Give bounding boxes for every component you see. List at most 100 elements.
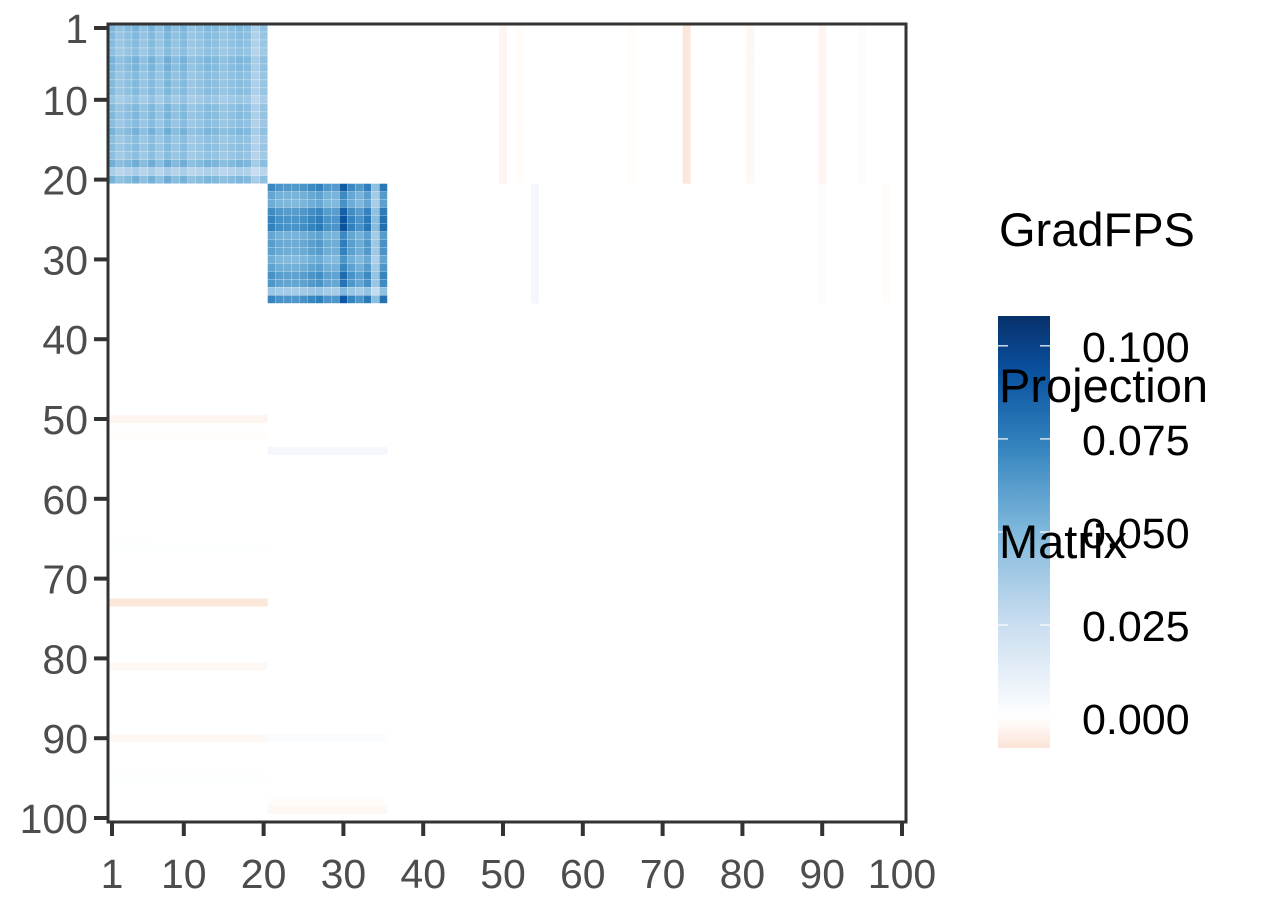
heatmap-cell	[626, 95, 635, 104]
heatmap-cell	[219, 662, 228, 671]
heatmap-cell	[331, 231, 340, 240]
heatmap-cell	[355, 279, 364, 288]
heatmap-cell	[171, 598, 180, 607]
heatmap-cell	[283, 183, 292, 192]
heatmap-cell	[882, 183, 891, 192]
heatmap-cell	[123, 598, 132, 607]
heatmap-cell	[163, 774, 172, 783]
heatmap-cell	[371, 295, 380, 304]
heatmap-cell	[203, 127, 213, 137]
heatmap-cell	[323, 446, 332, 455]
heatmap-cell	[235, 167, 244, 176]
heatmap-cell	[339, 446, 348, 455]
heatmap-cell	[131, 79, 141, 89]
heatmap-cell	[514, 151, 523, 160]
heatmap-cell	[115, 175, 125, 184]
heatmap-cell	[499, 159, 508, 168]
heatmap-cell	[155, 127, 165, 137]
heatmap-cell	[131, 143, 141, 152]
heatmap-cell	[323, 183, 332, 192]
heatmap-cell	[371, 223, 380, 232]
heatmap-cell	[499, 71, 508, 80]
heatmap-cell	[299, 271, 308, 280]
heatmap-cell	[530, 279, 539, 288]
y-tick-label: 10	[42, 78, 88, 124]
heatmap-cell	[291, 263, 300, 272]
heatmap-cell	[818, 247, 827, 256]
heatmap-cell	[163, 167, 173, 176]
heatmap-cell	[363, 806, 372, 815]
heatmap-cell	[626, 87, 635, 96]
heatmap-cell	[195, 151, 205, 160]
heatmap-cell	[363, 734, 372, 743]
heatmap-cell	[818, 95, 827, 104]
heatmap-cell	[858, 31, 867, 40]
heatmap-cell	[171, 71, 181, 81]
heatmap-cell	[211, 159, 221, 168]
heatmap-cell	[131, 542, 140, 551]
heatmap-cell	[682, 31, 691, 40]
heatmap-cell	[347, 223, 356, 232]
heatmap-cell	[123, 415, 132, 424]
heatmap-cell	[211, 143, 221, 152]
heatmap-cell	[363, 231, 372, 240]
heatmap-cell	[682, 167, 691, 176]
heatmap-cell	[171, 774, 180, 783]
heatmap-cell	[227, 111, 236, 121]
heatmap-cell	[108, 734, 116, 743]
heatmap-cell	[179, 39, 189, 49]
heatmap-cell	[882, 191, 891, 200]
heatmap-cell	[123, 71, 133, 81]
heatmap-cell	[323, 798, 332, 807]
heatmap-cell	[203, 167, 213, 176]
heatmap-cell	[139, 87, 149, 97]
heatmap-cell	[818, 191, 827, 200]
heatmap-cell	[243, 135, 252, 145]
heatmap-cell	[211, 127, 221, 137]
heatmap-cell	[211, 135, 221, 145]
heatmap-cell	[858, 159, 867, 168]
heatmap-cell	[243, 87, 252, 97]
heatmap-cell	[530, 255, 539, 264]
heatmap-cell	[108, 774, 116, 783]
heatmap-cell	[379, 806, 388, 815]
heatmap-cell	[227, 95, 236, 105]
heatmap-cell	[379, 215, 388, 224]
heatmap-cell	[499, 143, 508, 152]
heatmap-cell	[108, 415, 116, 424]
heatmap-cell	[499, 79, 508, 88]
heatmap-cell	[371, 215, 380, 224]
heatmap-cell	[195, 135, 205, 145]
heatmap-cell	[179, 95, 189, 105]
heatmap-cell	[259, 734, 268, 743]
heatmap-cell	[299, 199, 308, 208]
heatmap-cell	[123, 143, 133, 152]
heatmap-cell	[267, 287, 276, 296]
heatmap-cell	[115, 415, 124, 424]
heatmap-cell	[243, 55, 252, 65]
heatmap-cell	[275, 446, 284, 455]
heatmap-cell	[530, 191, 539, 200]
heatmap-cell	[139, 119, 149, 129]
heatmap-cell	[187, 135, 197, 145]
heatmap-cell	[219, 135, 229, 145]
heatmap-cell	[275, 279, 284, 288]
heatmap-cell	[219, 415, 228, 424]
heatmap-cell	[147, 63, 157, 73]
heatmap-cell	[155, 415, 164, 424]
heatmap-cell	[682, 135, 691, 144]
heatmap-cell	[123, 159, 133, 168]
heatmap-cell	[123, 430, 132, 439]
x-tick-label: 40	[400, 851, 446, 897]
heatmap-cell	[147, 127, 157, 137]
heatmap-cell	[195, 598, 204, 607]
heatmap-cell	[347, 279, 356, 288]
heatmap-cell	[339, 798, 348, 807]
heatmap-cell	[147, 151, 157, 160]
heatmap-cell	[331, 183, 340, 192]
heatmap-cell	[339, 255, 348, 264]
heatmap-cell	[147, 47, 157, 57]
heatmap-cell	[195, 63, 205, 73]
heatmap-cell	[259, 151, 268, 160]
heatmap-cell	[243, 430, 252, 439]
